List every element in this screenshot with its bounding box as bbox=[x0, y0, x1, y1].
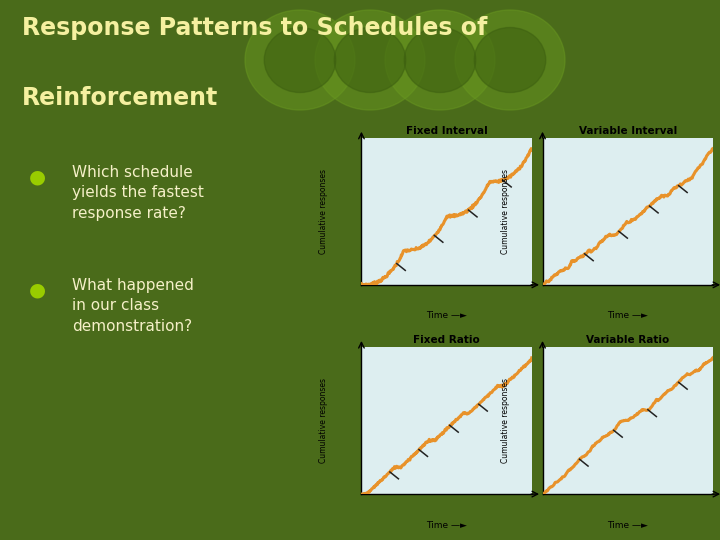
Ellipse shape bbox=[264, 28, 336, 92]
Title: Variable Interval: Variable Interval bbox=[579, 125, 677, 136]
Text: ●: ● bbox=[29, 281, 46, 300]
Title: Variable Ratio: Variable Ratio bbox=[586, 335, 670, 345]
Text: What happened
in our class
demonstration?: What happened in our class demonstration… bbox=[72, 278, 194, 334]
Text: ●: ● bbox=[29, 167, 46, 186]
Title: Fixed Ratio: Fixed Ratio bbox=[413, 335, 480, 345]
Ellipse shape bbox=[334, 28, 406, 92]
Text: Time —►: Time —► bbox=[607, 521, 648, 530]
Ellipse shape bbox=[385, 10, 495, 110]
Ellipse shape bbox=[455, 10, 565, 110]
Text: Which schedule
yields the fastest
response rate?: Which schedule yields the fastest respon… bbox=[72, 165, 204, 220]
Text: Cumulative responses: Cumulative responses bbox=[500, 169, 510, 254]
Text: Time —►: Time —► bbox=[607, 312, 648, 320]
Ellipse shape bbox=[474, 28, 546, 92]
Ellipse shape bbox=[245, 10, 355, 110]
Title: Fixed Interval: Fixed Interval bbox=[405, 125, 487, 136]
Text: Response Patterns to Schedules of: Response Patterns to Schedules of bbox=[22, 16, 487, 40]
Text: Cumulative responses: Cumulative responses bbox=[500, 378, 510, 463]
Text: Time —►: Time —► bbox=[426, 521, 467, 530]
Text: Cumulative responses: Cumulative responses bbox=[320, 169, 328, 254]
Ellipse shape bbox=[404, 28, 476, 92]
Ellipse shape bbox=[315, 10, 425, 110]
Text: Time —►: Time —► bbox=[426, 312, 467, 320]
Text: Cumulative responses: Cumulative responses bbox=[320, 378, 328, 463]
Text: Reinforcement: Reinforcement bbox=[22, 86, 218, 110]
